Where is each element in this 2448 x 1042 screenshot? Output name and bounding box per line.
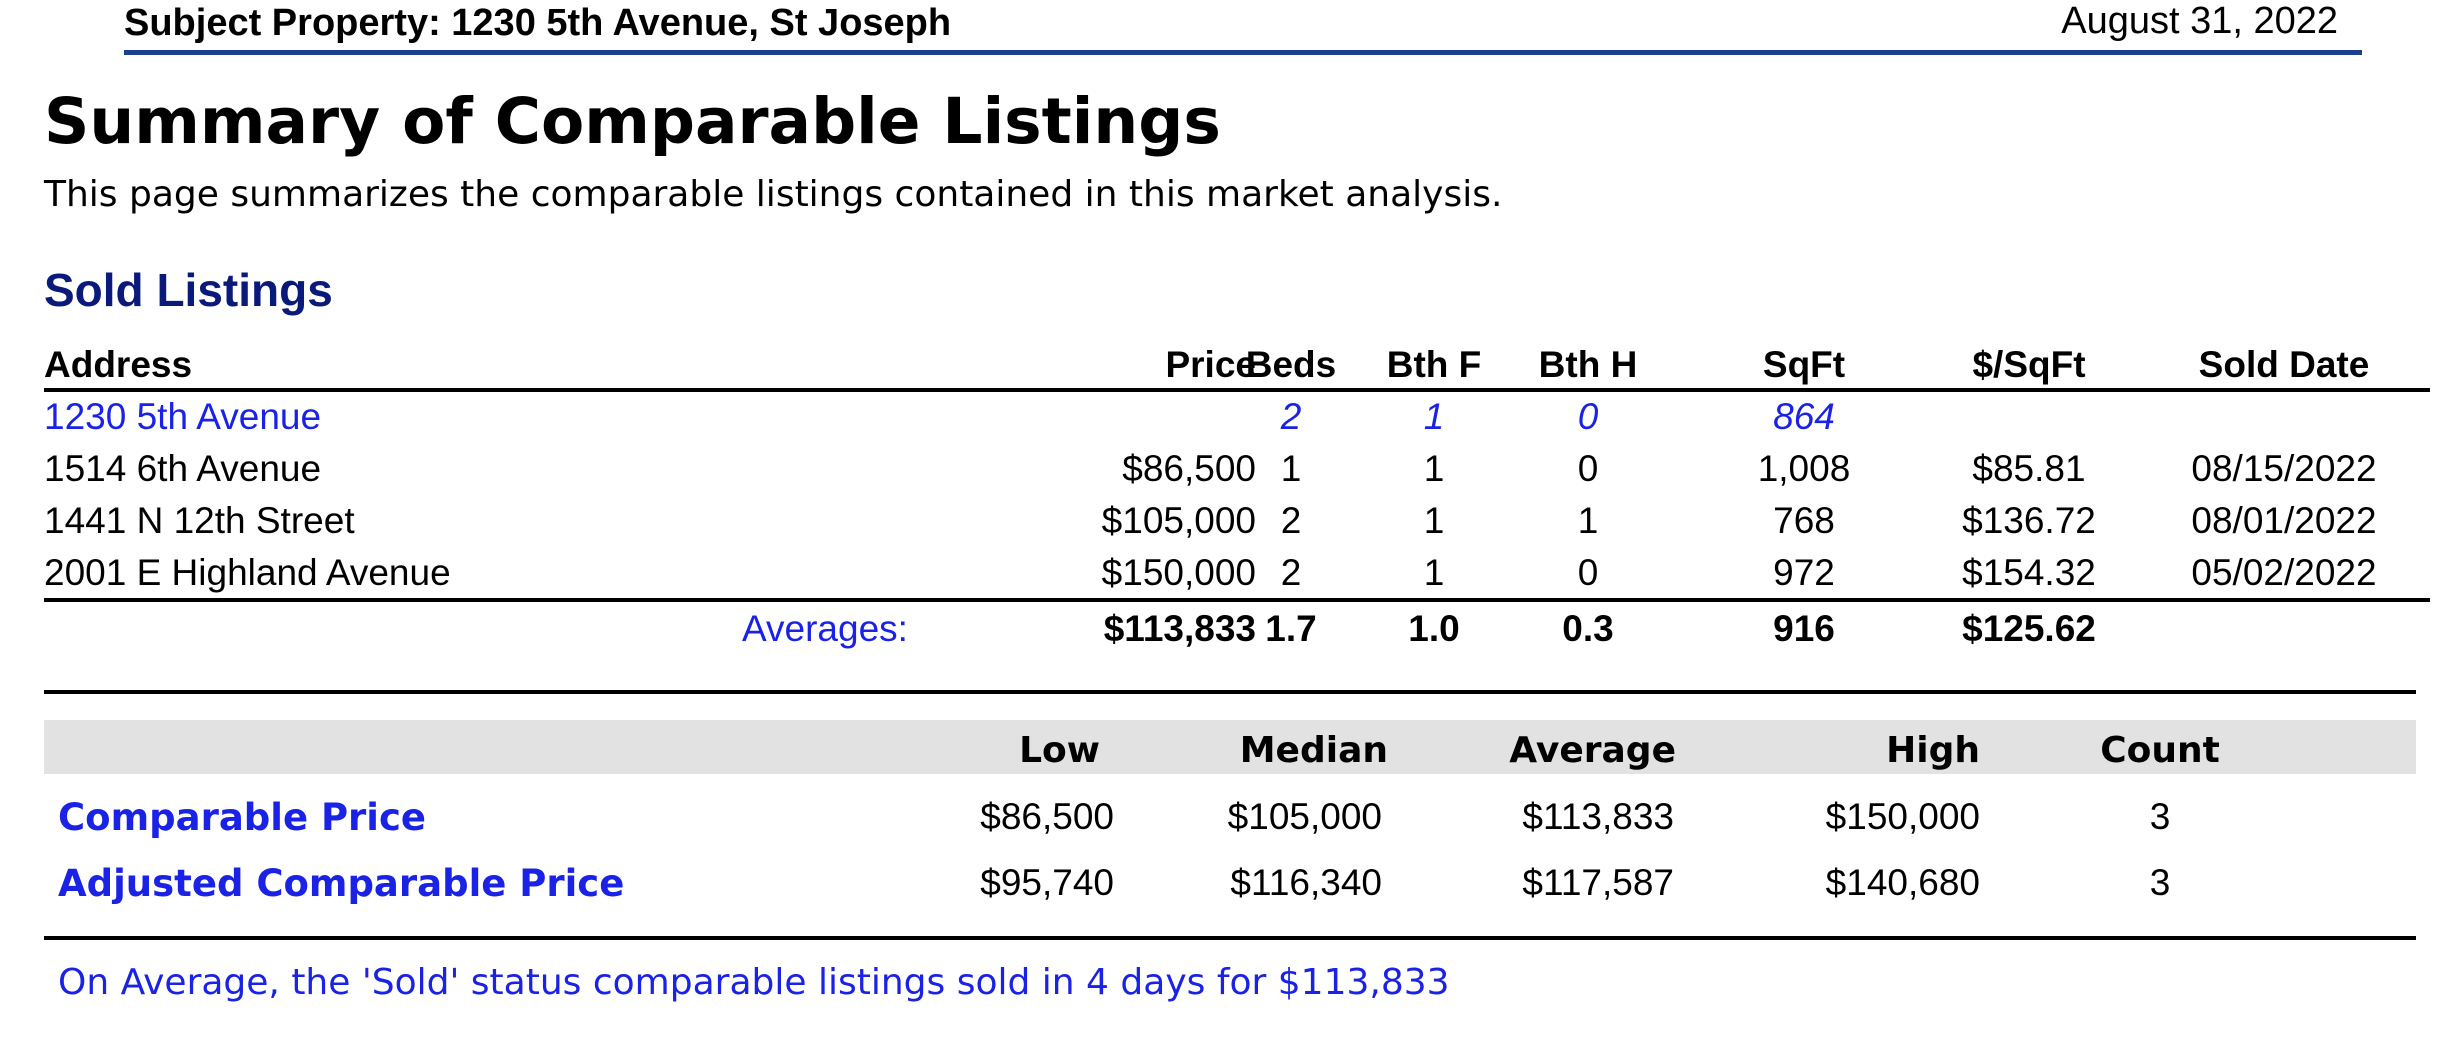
subject-property-row: 1230 5th Avenue 2 1 0 864 [44,392,2430,444]
table-header: Address Price Beds Bth F Bth H SqFt $/Sq… [44,340,2430,392]
listing-bath-full: 1 [1423,552,1445,593]
listing-address: 1441 N 12th Street [44,500,355,541]
summary-header: Low Median Average High Count [44,720,2416,774]
listing-price: $150,000 [1101,552,1256,593]
col-header-address: Address [44,344,193,385]
listing-address: 1514 6th Avenue [44,448,322,489]
summary-col-average: Average [1509,730,1676,771]
subject-beds: 2 [1280,396,1302,437]
summary-count: 3 [2149,862,2171,903]
col-header-bath-full: Bth F [1386,344,1482,385]
table-row: 1514 6th Avenue $86,500 1 1 0 1,008 $85.… [44,444,2430,496]
subject-property: Subject Property: 1230 5th Avenue, St Jo… [124,2,952,44]
average-bath-full: 1.0 [1408,608,1460,649]
average-bath-half: 0.3 [1562,608,1614,649]
listing-bath-full: 1 [1423,448,1445,489]
subject-sqft: 864 [1773,396,1835,437]
listing-beds: 2 [1280,552,1302,593]
listing-bath-half: 0 [1577,552,1599,593]
average-sqft: 916 [1773,608,1835,649]
listing-beds: 2 [1280,500,1302,541]
listing-sold-date: 08/01/2022 [2191,500,2377,541]
listing-sqft: 1,008 [1757,448,1851,489]
report-header: Subject Property: 1230 5th Avenue, St Jo… [124,0,2362,55]
adjusted-comparable-price-row: Adjusted Comparable Price $95,740 $116,3… [44,852,2416,912]
summary-median: $105,000 [1227,796,1382,837]
summary-average: $117,587 [1522,862,1674,903]
listing-bath-half: 0 [1577,448,1599,489]
listing-price: $105,000 [1101,500,1256,541]
averages-label: Averages: [742,608,908,649]
listing-price: $86,500 [1122,448,1256,489]
summary-col-high: High [1886,730,1980,771]
summary-col-count: Count [2100,730,2220,771]
listing-price-per-sqft: $154.32 [1962,552,2096,593]
average-beds: 1.7 [1265,608,1317,649]
listing-price-per-sqft: $85.81 [1972,448,2086,489]
average-price-per-sqft: $125.62 [1962,608,2096,649]
subject-bath-full: 1 [1423,396,1445,437]
col-header-sold-date: Sold Date [2198,344,2370,385]
summary-col-low: Low [1019,730,1100,771]
col-header-price: Price [1165,344,1256,385]
subject-bath-half: 0 [1577,396,1599,437]
average-days-footnote: On Average, the 'Sold' status comparable… [58,962,1450,1003]
col-header-price-per-sqft: $/SqFt [1972,344,2086,385]
table-row: 1441 N 12th Street $105,000 2 1 1 768 $1… [44,496,2430,548]
summary-average: $113,833 [1522,796,1674,837]
summary-count: 3 [2149,796,2171,837]
page-description: This page summarizes the comparable list… [44,174,1503,215]
comparable-price-row: Comparable Price $86,500 $105,000 $113,8… [44,786,2416,846]
section-title-sold-listings: Sold Listings [44,264,333,316]
listing-bath-half: 1 [1577,500,1599,541]
col-header-sqft: SqFt [1762,344,1846,385]
summary-low: $86,500 [980,796,1114,837]
summary-col-median: Median [1239,730,1388,771]
average-price: $113,833 [1103,608,1256,649]
listing-sold-date: 08/15/2022 [2191,448,2377,489]
price-summary-box: Low Median Average High Count Comparable… [44,690,2416,940]
listing-price-per-sqft: $136.72 [1962,500,2096,541]
col-header-beds: Beds [1245,344,1337,385]
summary-low: $95,740 [980,862,1114,903]
listing-address: 2001 E Highland Avenue [44,552,451,593]
col-header-bath-half: Bth H [1538,344,1638,385]
summary-high: $140,680 [1825,862,1980,903]
page-title: Summary of Comparable Listings [44,85,1221,158]
report-date: August 31, 2022 [2061,0,2338,42]
subject-address-link[interactable]: 1230 5th Avenue [44,396,322,437]
adjusted-comparable-price-label: Adjusted Comparable Price [58,862,625,905]
table-row: 2001 E Highland Avenue $150,000 2 1 0 97… [44,548,2430,600]
comparable-price-label: Comparable Price [58,796,427,839]
listing-sqft: 768 [1773,500,1835,541]
listing-bath-full: 1 [1423,500,1445,541]
averages-row: Averages: $113,833 1.7 1.0 0.3 916 $125.… [44,598,2430,658]
listing-beds: 1 [1280,448,1302,489]
summary-high: $150,000 [1825,796,1980,837]
listing-sqft: 972 [1773,552,1835,593]
listing-sold-date: 05/02/2022 [2191,552,2377,593]
summary-median: $116,340 [1230,862,1382,903]
